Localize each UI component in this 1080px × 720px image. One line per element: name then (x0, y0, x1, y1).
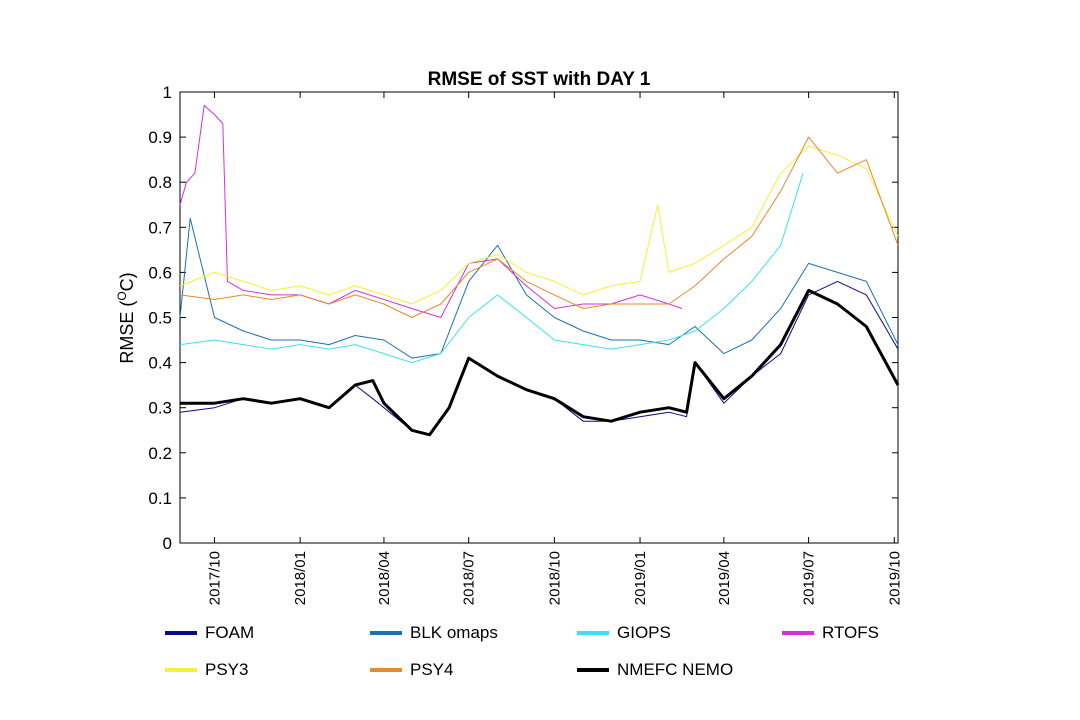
x-tick-label: 2017/10 (206, 551, 223, 605)
y-tick-label: 0.2 (148, 444, 172, 463)
series-line-psy4 (179, 136, 899, 318)
y-tick-label: 0 (163, 534, 172, 553)
x-tick-label: 2019/10 (886, 551, 903, 605)
x-tick-label: 2019/01 (632, 551, 649, 605)
y-tick-label: 0.8 (148, 173, 172, 192)
x-tick-label: 2018/01 (292, 551, 309, 605)
x-tick-label: 2018/10 (546, 551, 563, 605)
y-tick-label: 0.4 (148, 354, 172, 373)
x-tick-label: 2019/07 (801, 551, 818, 605)
y-tick-label: 0.7 (148, 218, 172, 237)
series-line-rtofs (179, 105, 683, 318)
y-axis-label-main: RMSE ( (117, 301, 137, 364)
axes: 0 0.1 0.2 0.3 0.4 0.5 0.6 0.7 0.8 0.9 1 2017/10 2018… (148, 83, 903, 605)
series-line-nmefc-nemo (180, 288, 900, 437)
y-tick-label: 1 (163, 83, 172, 102)
x-tick-label: 2018/07 (461, 551, 478, 605)
y-axis-label-sup: O (115, 291, 129, 300)
series-line-foam (179, 280, 899, 436)
y-tick-label: 0.1 (148, 489, 172, 508)
x-tick-label: 2018/04 (376, 551, 393, 605)
y-tick-label: 0.9 (148, 128, 172, 147)
series-line-blk-omaps (179, 217, 899, 359)
series-line-psy3 (179, 145, 899, 305)
chart-title: RMSE of SST with DAY 1 (428, 69, 651, 90)
series-lines (179, 105, 900, 437)
y-axis-label-end: C) (117, 272, 137, 291)
y-axis-label: RMSE (OC) (115, 272, 137, 363)
y-tick-label: 0.5 (148, 309, 172, 328)
series-line-giops (179, 173, 804, 364)
plot-frame (179, 91, 899, 544)
y-tick-label: 0.3 (148, 399, 172, 418)
y-tick-label: 0.6 (148, 263, 172, 282)
x-tick-label: 2019/04 (716, 551, 733, 605)
